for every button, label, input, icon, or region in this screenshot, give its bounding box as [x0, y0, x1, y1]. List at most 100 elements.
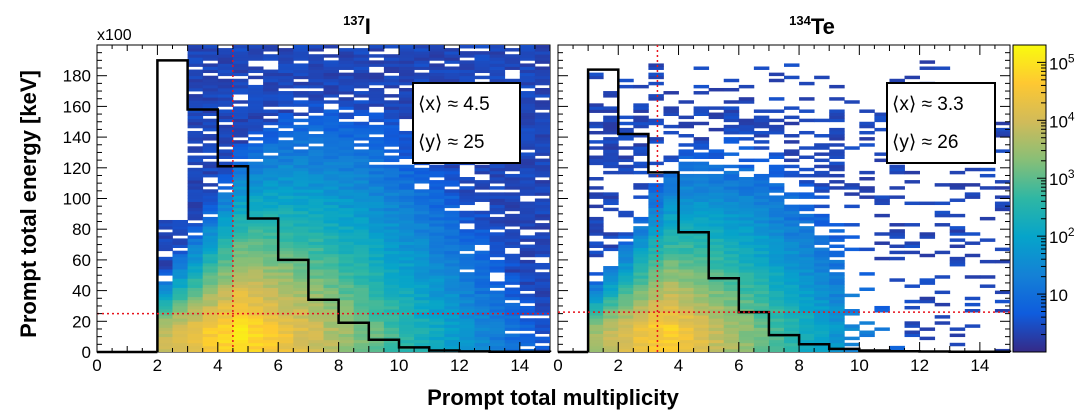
heatmap-cell — [489, 180, 506, 184]
heatmap-cell — [323, 266, 339, 270]
heatmap-cell — [293, 229, 309, 233]
heatmap-cell — [588, 241, 604, 245]
heatmap-cell — [399, 143, 415, 147]
heatmap-cell — [534, 121, 550, 126]
heatmap-cell — [202, 112, 219, 117]
heatmap-cell — [474, 309, 490, 313]
heatmap-cell — [368, 100, 385, 104]
heatmap-cell — [829, 284, 845, 288]
heatmap-cell — [187, 250, 204, 255]
heatmap-cell — [504, 244, 521, 249]
heatmap-cell — [859, 195, 875, 199]
heatmap-cell — [187, 309, 204, 313]
heatmap-cell — [278, 293, 294, 298]
heatmap-cell — [693, 204, 710, 209]
heatmap-cell — [293, 183, 309, 187]
heatmap-cell — [874, 256, 890, 261]
heatmap-cell — [278, 112, 294, 117]
heatmap-cell — [799, 275, 815, 279]
heatmap-cell — [368, 266, 385, 270]
heatmap-cell — [799, 238, 815, 242]
heatmap-cell — [172, 281, 188, 285]
heatmap-cell — [753, 192, 770, 196]
heatmap-cell — [519, 66, 536, 70]
heatmap-cell — [399, 219, 415, 224]
heatmap-cell — [338, 137, 355, 141]
heatmap-cell — [784, 226, 800, 230]
heatmap-cell — [202, 173, 219, 178]
heatmap-cell — [232, 318, 249, 322]
heatmap-cell — [368, 318, 385, 322]
heatmap-cell — [829, 149, 845, 153]
heatmap-cell — [663, 173, 679, 178]
heatmap-cell — [414, 247, 430, 252]
heatmap-cell — [323, 309, 339, 313]
heatmap-cell — [904, 201, 920, 206]
heatmap-cell — [278, 342, 294, 347]
heatmap-cell — [753, 247, 770, 252]
heatmap-cell — [904, 241, 920, 245]
heatmap-cell — [663, 207, 679, 212]
heatmap-cell — [338, 244, 355, 249]
heatmap-cell — [414, 321, 430, 325]
heatmap-cell — [399, 290, 415, 295]
heatmap-cell — [663, 91, 679, 95]
heatmap-cell — [323, 312, 339, 316]
heatmap-cell — [202, 238, 219, 242]
heatmap-cell — [768, 232, 785, 236]
heatmap-cell — [519, 183, 536, 187]
heatmap-cell — [383, 275, 400, 279]
heatmap-cell — [278, 51, 294, 55]
heatmap-cell — [504, 321, 521, 325]
heatmap-cell — [844, 235, 860, 239]
heatmap-cell — [293, 81, 309, 86]
heatmap-cell — [187, 115, 204, 120]
heatmap-cell — [444, 226, 460, 230]
heatmap-cell — [474, 235, 490, 239]
heatmap-cell — [414, 327, 430, 331]
heatmap-cell — [588, 158, 604, 163]
heatmap-cell — [308, 60, 324, 64]
heatmap-cell — [278, 232, 294, 236]
heatmap-cell — [504, 235, 521, 239]
heatmap-cell — [588, 324, 604, 328]
heatmap-cell — [187, 241, 204, 245]
heatmap-cell — [278, 192, 294, 196]
y-axis-multiplier: x100 — [97, 27, 132, 44]
heatmap-cell — [489, 241, 506, 245]
heatmap-cell — [383, 63, 400, 67]
heatmap-cell — [157, 247, 173, 252]
heatmap-cell — [474, 299, 490, 304]
heatmap-cell — [633, 244, 649, 249]
heatmap-cell — [338, 186, 355, 190]
heatmap-cell — [519, 226, 536, 230]
heatmap-cell — [678, 284, 694, 288]
heatmap-cell — [663, 210, 679, 215]
heatmap-cell — [648, 201, 664, 206]
heatmap-cell — [534, 290, 550, 295]
heatmap-cell — [768, 293, 785, 298]
heatmap-cell — [444, 330, 460, 334]
heatmap-cell — [187, 315, 204, 319]
heatmap-cell — [414, 299, 430, 304]
heatmap-cell — [814, 321, 830, 325]
heatmap-cell — [248, 130, 264, 135]
heatmap-cell — [202, 81, 219, 86]
heatmap-cell — [187, 112, 204, 117]
heatmap-cell — [784, 309, 800, 313]
heatmap-cell — [217, 78, 234, 83]
heatmap-cell — [663, 327, 679, 331]
heatmap-cell — [489, 75, 506, 80]
heatmap-cell — [964, 275, 981, 279]
heatmap-cell — [459, 330, 475, 334]
heatmap-cell — [323, 161, 339, 166]
heatmap-cell — [263, 103, 279, 107]
heatmap-cell — [618, 232, 634, 236]
heatmap-cell — [678, 278, 694, 282]
heatmap-cell — [444, 266, 460, 270]
heatmap-cell — [217, 309, 234, 313]
heatmap-cell — [217, 287, 234, 291]
heatmap-cell — [784, 149, 800, 153]
heatmap-cell — [504, 48, 521, 52]
heatmap-cell — [738, 189, 755, 193]
